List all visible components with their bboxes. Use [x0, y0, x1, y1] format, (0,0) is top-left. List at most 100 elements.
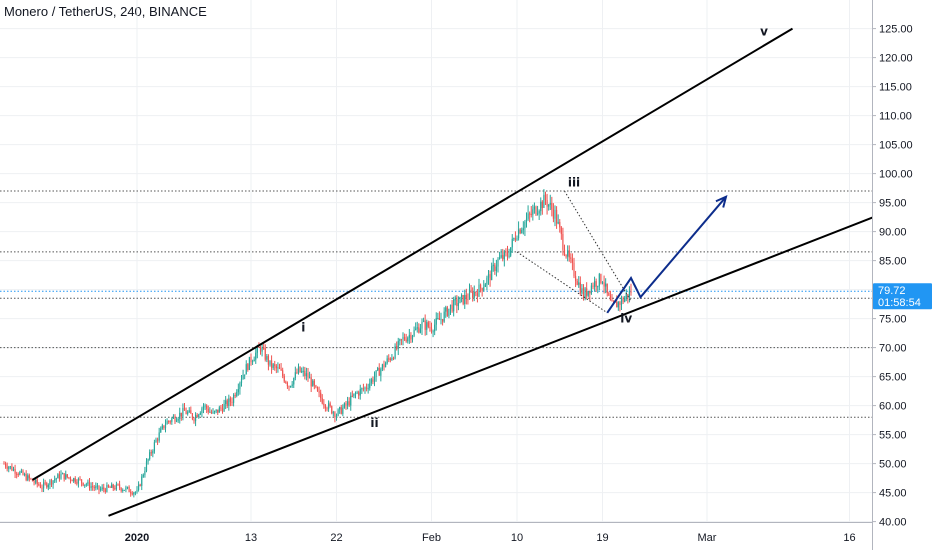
- candle-body[interactable]: [598, 274, 600, 287]
- candle-body[interactable]: [475, 291, 477, 294]
- candle-body[interactable]: [601, 282, 604, 284]
- candle-body[interactable]: [68, 477, 70, 479]
- candle-body[interactable]: [593, 281, 596, 287]
- candle-body[interactable]: [555, 209, 558, 224]
- candle-body[interactable]: [597, 286, 599, 288]
- candle-body[interactable]: [280, 368, 282, 371]
- candle-body[interactable]: [457, 303, 460, 307]
- candle-body[interactable]: [25, 474, 27, 481]
- candle-body[interactable]: [549, 202, 551, 205]
- candle-body[interactable]: [316, 387, 319, 392]
- candle-body[interactable]: [199, 412, 201, 415]
- candle-body[interactable]: [487, 274, 490, 278]
- candle-body[interactable]: [38, 483, 40, 486]
- candle-body[interactable]: [511, 238, 513, 248]
- candle-body[interactable]: [19, 471, 21, 475]
- candle-body[interactable]: [175, 420, 178, 422]
- candle-body[interactable]: [234, 395, 236, 397]
- candle-body[interactable]: [115, 484, 118, 490]
- candle-body[interactable]: [210, 411, 213, 413]
- candle-body[interactable]: [418, 327, 420, 333]
- candle-body[interactable]: [407, 337, 409, 342]
- candle-body[interactable]: [397, 340, 399, 349]
- candle-body[interactable]: [118, 484, 121, 488]
- candle-body[interactable]: [445, 307, 447, 312]
- candle-body[interactable]: [96, 485, 99, 487]
- candle-body[interactable]: [589, 290, 591, 294]
- candle-body[interactable]: [278, 367, 281, 369]
- candle-body[interactable]: [595, 281, 597, 287]
- candle-body[interactable]: [90, 486, 92, 489]
- candle-body[interactable]: [58, 474, 61, 479]
- candle-body[interactable]: [150, 452, 152, 454]
- candle-body[interactable]: [392, 357, 395, 359]
- candle-body[interactable]: [310, 377, 312, 387]
- candle-body[interactable]: [472, 291, 474, 298]
- candle-body[interactable]: [384, 363, 387, 368]
- candle-body[interactable]: [522, 228, 524, 231]
- candle-body[interactable]: [318, 391, 320, 393]
- candle-body[interactable]: [489, 274, 491, 281]
- candle-body[interactable]: [128, 486, 130, 493]
- candle-body[interactable]: [500, 255, 502, 258]
- candle-body[interactable]: [30, 478, 32, 480]
- candle-body[interactable]: [365, 387, 368, 389]
- candle-body[interactable]: [201, 408, 203, 413]
- candle-body[interactable]: [259, 347, 262, 352]
- candle-body[interactable]: [267, 356, 270, 365]
- candle-body[interactable]: [251, 361, 254, 363]
- candle-body[interactable]: [358, 392, 360, 396]
- candle-body[interactable]: [323, 403, 325, 406]
- candle-body[interactable]: [85, 484, 87, 486]
- candle-body[interactable]: [462, 295, 464, 305]
- candle-body[interactable]: [269, 360, 271, 365]
- candle-body[interactable]: [446, 307, 448, 316]
- candle-body[interactable]: [98, 485, 100, 491]
- candle-body[interactable]: [565, 255, 567, 257]
- candle-body[interactable]: [456, 299, 458, 307]
- candle-body[interactable]: [386, 358, 388, 364]
- candle-body[interactable]: [441, 319, 444, 322]
- candle-body[interactable]: [293, 377, 295, 385]
- candle-body[interactable]: [285, 381, 287, 384]
- candle-body[interactable]: [315, 385, 317, 388]
- candle-body[interactable]: [305, 373, 308, 377]
- candle-body[interactable]: [411, 335, 414, 340]
- candle-body[interactable]: [206, 405, 208, 409]
- candle-body[interactable]: [266, 356, 268, 360]
- candle-body[interactable]: [9, 466, 11, 468]
- candle-body[interactable]: [155, 439, 157, 443]
- candle-body[interactable]: [582, 288, 585, 299]
- candle-body[interactable]: [258, 346, 260, 348]
- candle-body[interactable]: [282, 370, 284, 376]
- candle-body[interactable]: [261, 347, 263, 352]
- candle-body[interactable]: [548, 204, 550, 207]
- candle-body[interactable]: [225, 400, 227, 404]
- candle-body[interactable]: [136, 489, 138, 493]
- candle-body[interactable]: [109, 487, 111, 489]
- candle-body[interactable]: [17, 474, 19, 476]
- candle-body[interactable]: [156, 439, 159, 441]
- candle-body[interactable]: [506, 252, 509, 257]
- candle-body[interactable]: [50, 480, 53, 485]
- candle-body[interactable]: [11, 466, 13, 471]
- candle-body[interactable]: [508, 255, 510, 257]
- candle-body[interactable]: [163, 425, 165, 429]
- candle-body[interactable]: [609, 295, 612, 300]
- candle-body[interactable]: [467, 299, 469, 301]
- candle-body[interactable]: [274, 364, 276, 366]
- candle-body[interactable]: [313, 380, 315, 386]
- candle-body[interactable]: [581, 288, 583, 294]
- candle-body[interactable]: [334, 412, 336, 418]
- candle-body[interactable]: [620, 298, 623, 305]
- candle-body[interactable]: [12, 468, 15, 471]
- candle-body[interactable]: [353, 393, 355, 397]
- candle-body[interactable]: [22, 470, 24, 475]
- candle-body[interactable]: [204, 405, 206, 407]
- candle-body[interactable]: [422, 320, 425, 322]
- candle-body[interactable]: [617, 302, 619, 308]
- candle-body[interactable]: [429, 326, 431, 328]
- candle-body[interactable]: [57, 474, 59, 479]
- candle-body[interactable]: [380, 369, 382, 376]
- candle-body[interactable]: [229, 398, 232, 402]
